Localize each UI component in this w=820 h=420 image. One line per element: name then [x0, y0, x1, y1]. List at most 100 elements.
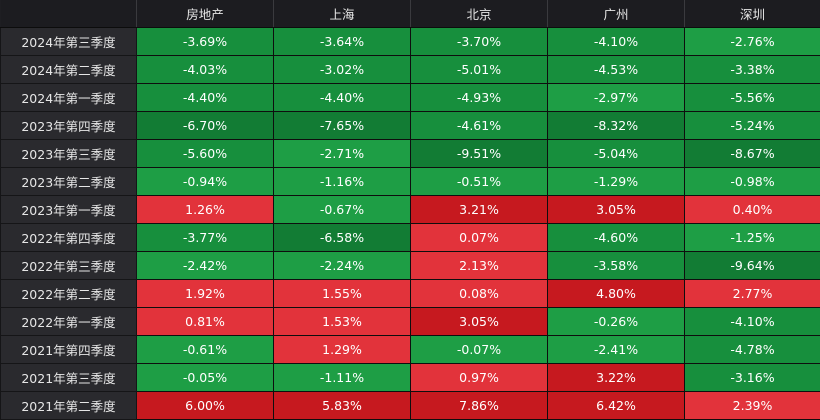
row-label: 2022年第一季度 — [0, 307, 137, 336]
value-cell[interactable]: -4.03% — [136, 55, 274, 84]
value-cell[interactable]: 1.55% — [273, 279, 411, 308]
value-cell[interactable]: -0.98% — [684, 167, 820, 196]
value-cell[interactable]: -6.70% — [136, 111, 274, 140]
row-label: 2024年第一季度 — [0, 83, 137, 112]
value-cell[interactable]: 1.26% — [136, 195, 274, 224]
value-cell[interactable]: -4.60% — [547, 223, 685, 252]
value-cell[interactable]: -6.58% — [273, 223, 411, 252]
table-row[interactable]: 2024年第一季度 -4.40% -4.40% -4.93% -2.97% -5.56% — [0, 83, 820, 112]
value-cell[interactable]: -3.77% — [136, 223, 274, 252]
value-cell[interactable]: -5.56% — [684, 83, 820, 112]
value-cell[interactable]: 2.77% — [684, 279, 820, 308]
column-header[interactable]: 房地产 — [136, 0, 274, 28]
value-cell[interactable]: 0.40% — [684, 195, 820, 224]
value-cell[interactable]: -5.04% — [547, 139, 685, 168]
value-cell[interactable]: -9.64% — [684, 251, 820, 280]
value-cell[interactable]: -1.11% — [273, 363, 411, 392]
row-label: 2021年第三季度 — [0, 363, 137, 392]
value-cell[interactable]: -3.64% — [273, 27, 411, 56]
row-label: 2023年第二季度 — [0, 167, 137, 196]
table-row[interactable]: 2022年第三季度 -2.42% -2.24% 2.13% -3.58% -9.64% — [0, 251, 820, 280]
value-cell[interactable]: -0.94% — [136, 167, 274, 196]
value-cell[interactable]: 5.83% — [273, 391, 411, 420]
table-row[interactable]: 2023年第三季度 -5.60% -2.71% -9.51% -5.04% -8.67% — [0, 139, 820, 168]
value-cell[interactable]: -5.24% — [684, 111, 820, 140]
value-cell[interactable]: -0.05% — [136, 363, 274, 392]
row-label: 2021年第二季度 — [0, 391, 137, 420]
value-cell[interactable]: -9.51% — [410, 139, 548, 168]
value-cell[interactable]: -8.67% — [684, 139, 820, 168]
column-header[interactable]: 北京 — [410, 0, 548, 28]
value-cell[interactable]: -1.29% — [547, 167, 685, 196]
value-cell[interactable]: -0.07% — [410, 335, 548, 364]
value-cell[interactable]: -5.60% — [136, 139, 274, 168]
value-cell[interactable]: -0.51% — [410, 167, 548, 196]
value-cell[interactable]: -3.38% — [684, 55, 820, 84]
table-row[interactable]: 2023年第二季度 -0.94% -1.16% -0.51% -1.29% -0.98% — [0, 167, 820, 196]
value-cell[interactable]: -4.78% — [684, 335, 820, 364]
column-header[interactable]: 上海 — [273, 0, 411, 28]
table-row[interactable]: 2023年第一季度 1.26% -0.67% 3.21% 3.05% 0.40% — [0, 195, 820, 224]
value-cell[interactable]: 0.97% — [410, 363, 548, 392]
value-cell[interactable]: -0.26% — [547, 307, 685, 336]
value-cell[interactable]: 3.05% — [547, 195, 685, 224]
table-row[interactable]: 2023年第四季度 -6.70% -7.65% -4.61% -8.32% -5.24% — [0, 111, 820, 140]
table-row[interactable]: 2022年第一季度 0.81% 1.53% 3.05% -0.26% -4.10% — [0, 307, 820, 336]
value-cell[interactable]: -0.61% — [136, 335, 274, 364]
value-cell[interactable]: -4.61% — [410, 111, 548, 140]
value-cell[interactable]: -0.67% — [273, 195, 411, 224]
value-cell[interactable]: 3.05% — [410, 307, 548, 336]
value-cell[interactable]: -2.24% — [273, 251, 411, 280]
value-cell[interactable]: -4.10% — [684, 307, 820, 336]
value-cell[interactable]: -7.65% — [273, 111, 411, 140]
value-cell[interactable]: 0.07% — [410, 223, 548, 252]
value-cell[interactable]: -8.32% — [547, 111, 685, 140]
value-cell[interactable]: 2.13% — [410, 251, 548, 280]
value-cell[interactable]: -2.71% — [273, 139, 411, 168]
value-cell[interactable]: 1.92% — [136, 279, 274, 308]
value-cell[interactable]: 6.42% — [547, 391, 685, 420]
table-row[interactable]: 2024年第三季度 -3.69% -3.64% -3.70% -4.10% -2.76% — [0, 27, 820, 56]
row-label: 2021年第四季度 — [0, 335, 137, 364]
value-cell[interactable]: -4.53% — [547, 55, 685, 84]
value-cell[interactable]: -1.25% — [684, 223, 820, 252]
value-cell[interactable]: -3.02% — [273, 55, 411, 84]
value-cell[interactable]: 0.81% — [136, 307, 274, 336]
column-header[interactable]: 深圳 — [684, 0, 820, 28]
value-cell[interactable]: -2.97% — [547, 83, 685, 112]
table-row[interactable]: 2024年第二季度 -4.03% -3.02% -5.01% -4.53% -3.38% — [0, 55, 820, 84]
table-row[interactable]: 2021年第四季度 -0.61% 1.29% -0.07% -2.41% -4.78% — [0, 335, 820, 364]
table-row[interactable]: 2022年第四季度 -3.77% -6.58% 0.07% -4.60% -1.25% — [0, 223, 820, 252]
value-cell[interactable]: -2.76% — [684, 27, 820, 56]
value-cell[interactable]: -1.16% — [273, 167, 411, 196]
table-row[interactable]: 2021年第二季度 6.00% 5.83% 7.86% 6.42% 2.39% — [0, 391, 820, 420]
row-label: 2023年第一季度 — [0, 195, 137, 224]
row-label: 2022年第四季度 — [0, 223, 137, 252]
value-cell[interactable]: 4.80% — [547, 279, 685, 308]
row-label: 2023年第三季度 — [0, 139, 137, 168]
value-cell[interactable]: 3.22% — [547, 363, 685, 392]
table-row[interactable]: 2021年第三季度 -0.05% -1.11% 0.97% 3.22% -3.16% — [0, 363, 820, 392]
value-cell[interactable]: -3.16% — [684, 363, 820, 392]
value-cell[interactable]: -4.93% — [410, 83, 548, 112]
value-cell[interactable]: 3.21% — [410, 195, 548, 224]
value-cell[interactable]: 2.39% — [684, 391, 820, 420]
value-cell[interactable]: 1.29% — [273, 335, 411, 364]
value-cell[interactable]: 0.08% — [410, 279, 548, 308]
value-cell[interactable]: -3.69% — [136, 27, 274, 56]
column-header[interactable]: 广州 — [547, 0, 685, 28]
value-cell[interactable]: 1.53% — [273, 307, 411, 336]
value-cell[interactable]: 7.86% — [410, 391, 548, 420]
value-cell[interactable]: -4.40% — [273, 83, 411, 112]
table-row[interactable]: 2022年第二季度 1.92% 1.55% 0.08% 4.80% 2.77% — [0, 279, 820, 308]
value-cell[interactable]: -4.40% — [136, 83, 274, 112]
value-cell[interactable]: -4.10% — [547, 27, 685, 56]
value-cell[interactable]: -3.70% — [410, 27, 548, 56]
row-label: 2022年第三季度 — [0, 251, 137, 280]
value-cell[interactable]: -3.58% — [547, 251, 685, 280]
value-cell[interactable]: 6.00% — [136, 391, 274, 420]
value-cell[interactable]: -2.41% — [547, 335, 685, 364]
value-cell[interactable]: -5.01% — [410, 55, 548, 84]
value-cell[interactable]: -2.42% — [136, 251, 274, 280]
